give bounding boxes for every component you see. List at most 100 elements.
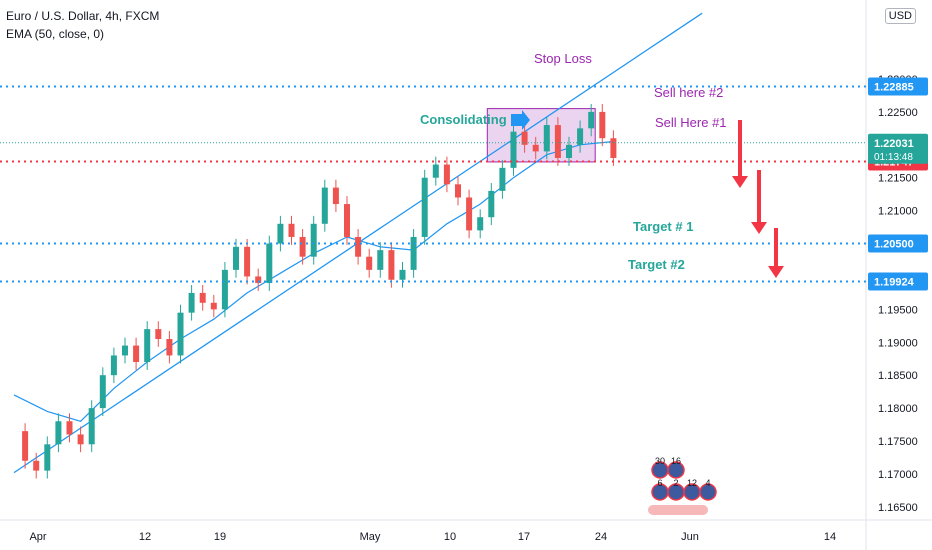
candle-body — [432, 164, 439, 178]
candle-body — [443, 164, 450, 185]
price-tag — [868, 272, 928, 291]
candle-body — [199, 292, 206, 303]
candle-body — [144, 329, 151, 363]
time-tick-label: 14 — [824, 531, 836, 543]
price-tick-label: 1.18500 — [878, 370, 918, 382]
consolidating-arrow-icon — [511, 110, 530, 130]
time-tick-label: May — [360, 531, 381, 543]
candle-body — [488, 190, 495, 218]
price-tag-label: 1.22885 — [874, 82, 914, 94]
candle-body — [388, 250, 395, 280]
candle-body — [588, 111, 595, 129]
price-tick-label: 1.22500 — [878, 107, 918, 119]
candle-body — [266, 243, 273, 284]
down-arrow-icon-shaft — [774, 228, 778, 268]
time-tick-label: 10 — [444, 531, 456, 543]
candle-body — [133, 345, 140, 363]
price-tick-label: 1.18000 — [878, 403, 918, 415]
candle-body — [122, 345, 128, 356]
currency-button[interactable]: USD — [884, 8, 916, 24]
event-badge-count: 2 — [673, 478, 678, 488]
candle-body — [244, 246, 251, 277]
candle-body — [299, 236, 306, 257]
candle-body — [22, 431, 29, 461]
candle-body — [521, 131, 528, 145]
current-price-tag — [868, 133, 928, 164]
event-badge-count: 4 — [705, 478, 710, 488]
sell-here-2-label: Sell here #2 — [654, 85, 723, 100]
price-tick-label: 1.19000 — [878, 337, 918, 349]
candle-body — [166, 338, 173, 356]
time-tick-label: 19 — [214, 531, 226, 543]
candle-body — [410, 236, 417, 270]
candle-body — [177, 312, 184, 356]
price-tag — [868, 234, 928, 253]
candle-body — [554, 125, 561, 158]
candle-body — [310, 223, 317, 257]
time-tick-label: 12 — [139, 531, 151, 543]
candle-body — [332, 187, 339, 205]
candle-body — [221, 269, 228, 310]
price-tick-label: 1.19500 — [878, 304, 918, 316]
candle-body — [477, 217, 484, 231]
target-1-label: Target # 1 — [633, 219, 693, 234]
price-tick-label: 1.21000 — [878, 206, 918, 218]
event-badge-count: 6 — [657, 478, 662, 488]
time-tick-label: Jun — [681, 531, 699, 543]
candle-body — [510, 131, 517, 168]
candle-body — [288, 223, 295, 237]
symbol-title[interactable]: Euro / U.S. Dollar, 4h, FXCM — [6, 9, 160, 23]
price-tag-label: 1.19924 — [874, 276, 915, 288]
candle-body — [377, 250, 384, 270]
candle-body — [355, 236, 362, 257]
candle-body — [66, 421, 73, 435]
candle-body — [399, 269, 406, 280]
candle-body — [566, 144, 572, 158]
price-tick-label: 1.21500 — [878, 173, 918, 185]
event-badge-count: 30 — [655, 456, 665, 466]
event-badge-count: 16 — [671, 456, 681, 466]
candle-body — [88, 408, 95, 445]
candle-body — [44, 444, 51, 471]
candle-body — [532, 144, 539, 152]
down-arrow-icon — [732, 176, 748, 188]
candle-body — [543, 125, 550, 152]
event-badge-count: 12 — [687, 478, 697, 488]
candle-body — [421, 177, 428, 237]
price-tick-label: 1.16500 — [878, 502, 918, 514]
current-price-value: 1.22031 — [874, 138, 914, 150]
candle-body — [33, 460, 40, 471]
candle-body — [610, 138, 617, 158]
event-flags-strip — [648, 505, 708, 515]
candle-body — [455, 184, 461, 198]
time-tick-label: Apr — [29, 531, 46, 543]
down-arrow-icon — [768, 266, 784, 278]
candle-body — [466, 197, 473, 231]
event-flag-icon — [667, 461, 685, 479]
sell-here-1-label: Sell Here #1 — [655, 115, 727, 130]
candle-body — [599, 111, 606, 139]
candle-body — [366, 256, 373, 270]
price-tick-label: 1.17500 — [878, 436, 918, 448]
down-arrow-icon — [751, 222, 767, 234]
ema-indicator-label[interactable]: EMA (50, close, 0) — [6, 27, 105, 41]
candle-body — [188, 292, 195, 313]
candle-body — [255, 276, 262, 284]
candle-body — [77, 434, 84, 445]
time-tick-label: 17 — [518, 531, 530, 543]
consolidating-label: Consolidating — [420, 112, 507, 127]
down-arrow-icon-shaft — [757, 170, 761, 224]
time-tick-label: 24 — [595, 531, 607, 543]
candle-body — [321, 187, 328, 224]
candle-body — [99, 375, 106, 409]
down-arrow-icon-shaft — [738, 120, 742, 178]
candle-body — [210, 302, 217, 310]
candle-body — [233, 246, 239, 270]
target-2-label: Target #2 — [628, 257, 685, 272]
event-flag-icon — [699, 483, 717, 501]
candle-body — [499, 167, 506, 191]
candle-body — [55, 421, 62, 445]
bar-countdown-timer: 01:13:48 — [874, 152, 913, 163]
candle-body — [577, 128, 584, 145]
